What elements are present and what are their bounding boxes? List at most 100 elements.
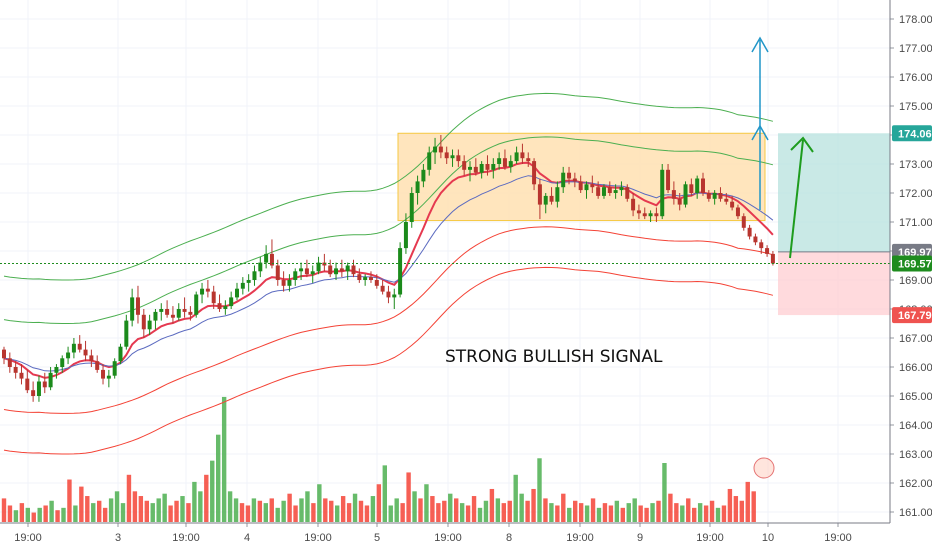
- volume-bar: [400, 503, 405, 522]
- volume-bar: [358, 500, 364, 522]
- candle-body: [433, 146, 438, 153]
- candle-body: [398, 248, 403, 295]
- volume-bar: [477, 507, 483, 522]
- annotations[interactable]: [0, 36, 890, 479]
- volume-bar: [257, 500, 263, 522]
- candle-body: [567, 172, 572, 179]
- x-tick-label: 19:00: [14, 532, 42, 544]
- candle-body: [77, 343, 82, 350]
- lower-band-2: [3, 266, 774, 455]
- volume-bar: [519, 493, 524, 522]
- volume-bar: [180, 496, 185, 522]
- candle-body: [112, 361, 117, 376]
- volume-bar: [442, 500, 447, 522]
- volume-bar: [626, 503, 631, 522]
- candle-body: [95, 361, 100, 370]
- y-tick-label: 167.00: [899, 333, 932, 345]
- volume-bar: [692, 507, 697, 522]
- volume-bar: [430, 496, 435, 522]
- candle-body: [66, 352, 71, 359]
- candle-body: [322, 262, 327, 266]
- time-axis[interactable]: 19:00 3 19:00 4 19:00 5 19:00 8 19:00 9 19:00 10 19:…: [0, 522, 890, 544]
- candle-body: [526, 158, 531, 162]
- candle-body: [246, 280, 251, 283]
- volume-bar: [483, 500, 489, 522]
- volume-bar: [192, 481, 197, 522]
- volume-bar: [620, 507, 625, 522]
- volume-bar: [299, 498, 304, 522]
- x-tick-label: 9: [637, 532, 643, 544]
- volume-bar: [727, 488, 733, 522]
- volume-bar: [650, 503, 655, 522]
- candle-body: [631, 198, 636, 211]
- candle-body: [561, 172, 566, 188]
- volume-bar: [216, 434, 221, 522]
- volume-bar: [471, 496, 477, 522]
- candle-body: [619, 187, 624, 191]
- price-axis[interactable]: 161.00 162.00 163.00 164.00 165.00 166.00 167.…: [889, 0, 932, 523]
- envelope-bands: [3, 92, 774, 455]
- volume-bar: [1, 498, 7, 522]
- candle-body: [141, 314, 146, 330]
- candle-body: [299, 268, 304, 272]
- target-zone[interactable]: [778, 133, 890, 252]
- candle-body: [613, 190, 618, 193]
- candle-body: [537, 184, 542, 205]
- candle-body: [473, 166, 478, 173]
- volume-bar: [596, 507, 602, 522]
- volume-bar: [150, 503, 155, 522]
- bullish-arrow-head[interactable]: [790, 136, 814, 153]
- volume-bar: [198, 491, 203, 522]
- price-badge[interactable]: [892, 125, 932, 142]
- projection-arrow-upper[interactable]: [751, 36, 769, 53]
- volume-bar: [721, 505, 727, 522]
- volume-bar: [61, 507, 66, 522]
- y-tick-label: 176.00: [899, 72, 932, 84]
- volume-bar: [370, 496, 376, 522]
- volume-bar: [567, 507, 572, 522]
- consolidation-box[interactable]: [397, 132, 766, 222]
- price-badge[interactable]: [892, 255, 932, 272]
- candle-body: [48, 372, 53, 388]
- volume-bar: [418, 498, 423, 522]
- candle-body: [205, 288, 210, 292]
- candle-body: [479, 164, 484, 173]
- candle-body: [182, 309, 187, 312]
- candle-body: [304, 268, 309, 275]
- candle-body: [269, 253, 274, 266]
- volume-bar: [311, 503, 316, 522]
- volume-bar: [305, 491, 310, 522]
- candle-body: [83, 349, 88, 356]
- volume-bar: [114, 491, 120, 522]
- volume-bar: [531, 488, 536, 522]
- volume-bar: [73, 505, 78, 522]
- candle-body: [724, 198, 729, 202]
- candle-body: [456, 155, 461, 162]
- candle-body: [409, 193, 414, 222]
- candle-body: [735, 207, 740, 217]
- volume-bar: [590, 498, 596, 522]
- candle-body: [625, 187, 630, 199]
- volume-bar: [495, 498, 501, 522]
- volume-bar: [227, 491, 233, 522]
- price-badge[interactable]: [892, 307, 932, 324]
- volume-bar: [281, 500, 286, 522]
- consolidation-rect[interactable]: [397, 132, 766, 222]
- candle-body: [677, 198, 682, 205]
- y-tick-label: 172.00: [899, 188, 932, 200]
- candle-body: [130, 297, 135, 321]
- long-position-tool[interactable]: [778, 133, 890, 316]
- volume-bar: [138, 496, 144, 522]
- projection-arrow-lower[interactable]: [751, 124, 769, 141]
- candle-body: [438, 146, 443, 153]
- candle-body: [642, 213, 647, 217]
- candle-body: [165, 309, 170, 315]
- candle-body: [392, 294, 397, 298]
- stop-zone[interactable]: [778, 251, 890, 316]
- volume-spike-circle[interactable]: [753, 457, 775, 479]
- candle-body: [648, 213, 653, 217]
- candle-body: [421, 169, 426, 182]
- volume-bar: [31, 512, 36, 522]
